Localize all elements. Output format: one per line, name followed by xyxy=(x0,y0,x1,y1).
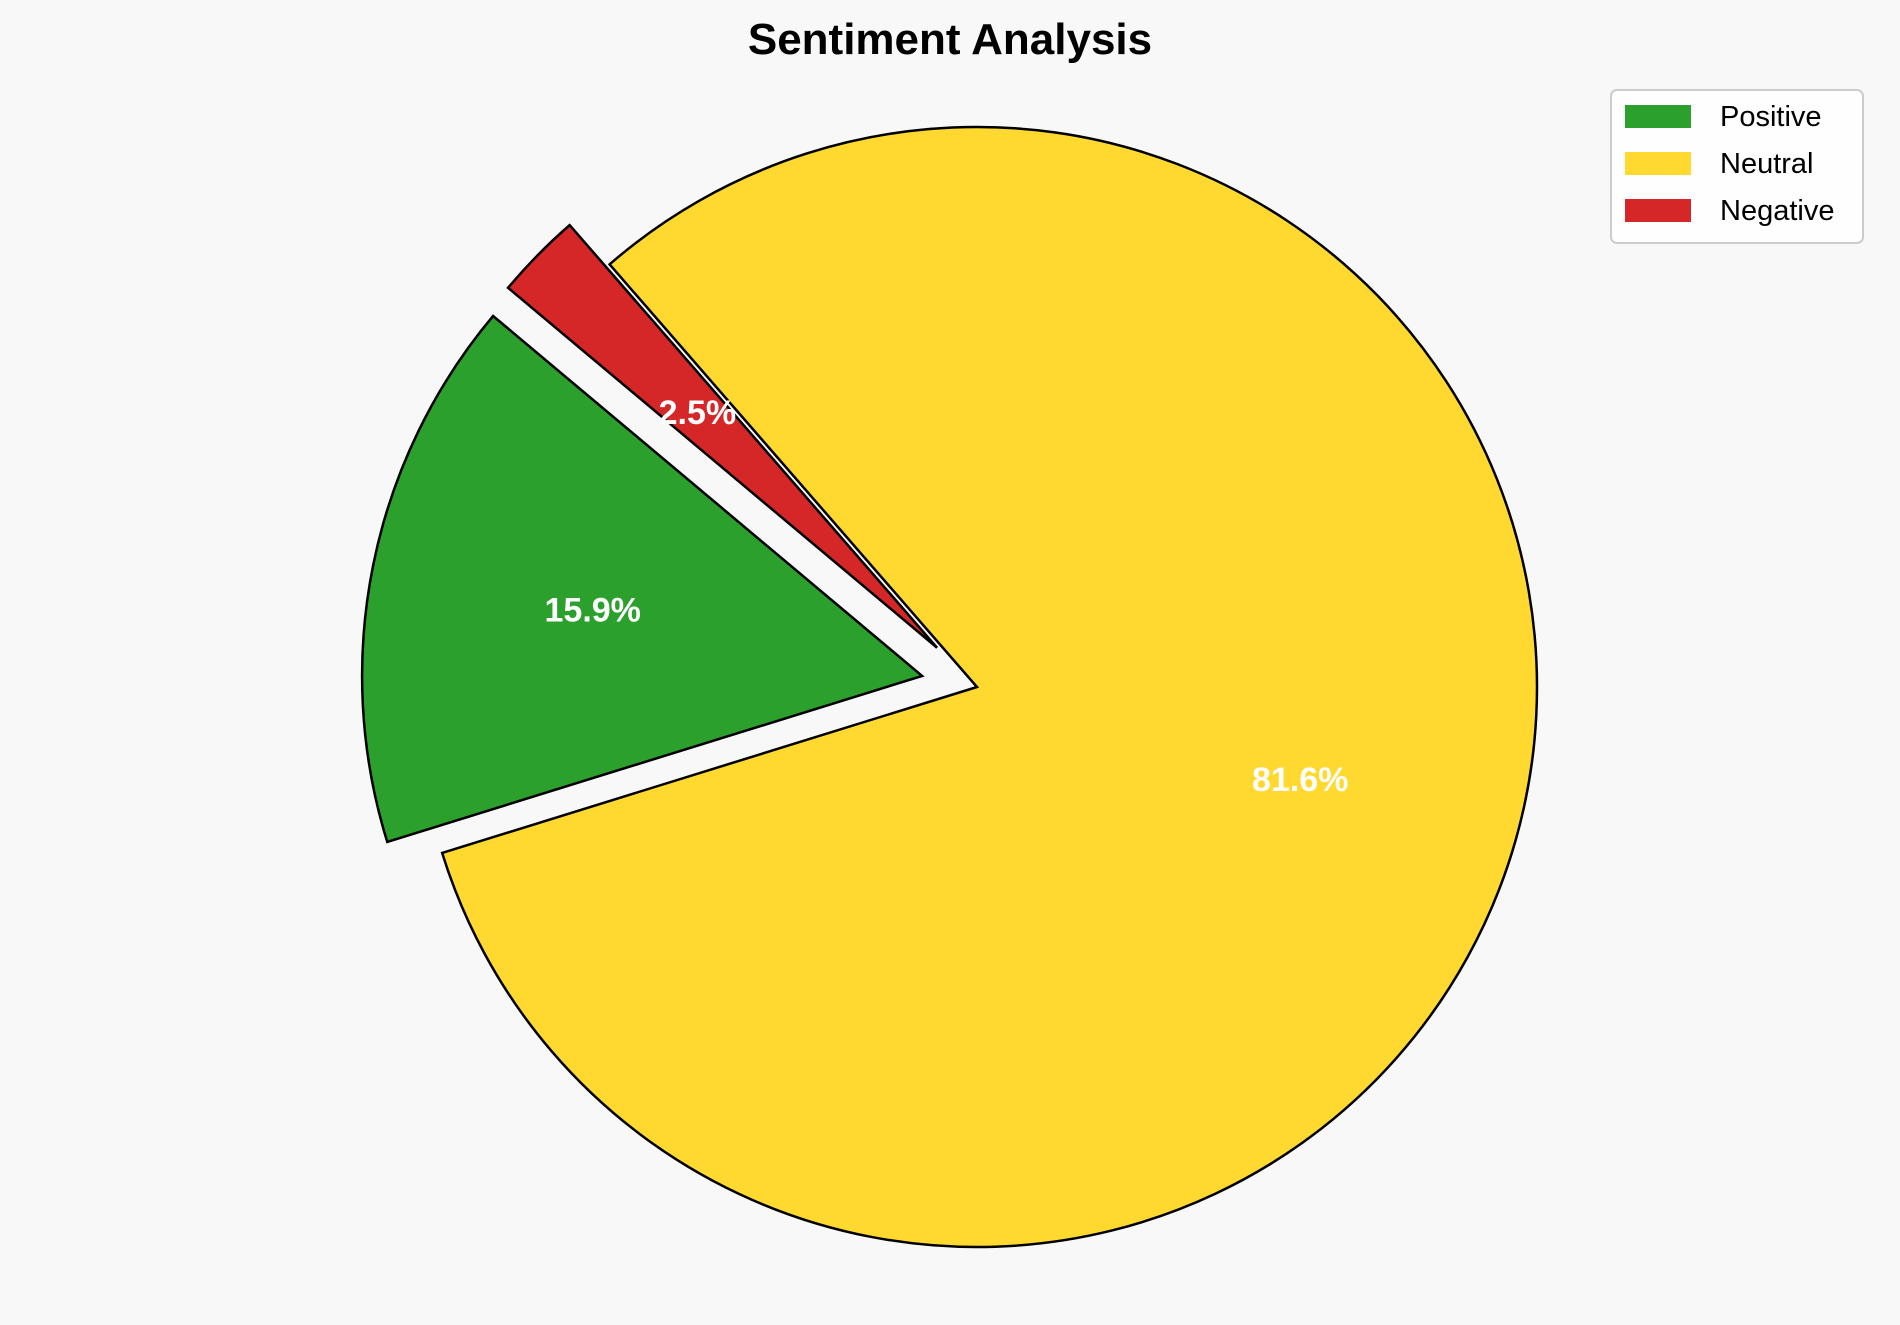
legend-label-negative: Negative xyxy=(1720,195,1834,227)
legend-label-neutral: Neutral xyxy=(1720,148,1814,180)
legend-swatch-positive xyxy=(1625,105,1691,128)
legend-swatch-negative xyxy=(1625,199,1691,222)
slice-label-positive: 15.9% xyxy=(545,592,641,630)
legend-swatch-neutral xyxy=(1625,152,1691,175)
legend-label-positive: Positive xyxy=(1720,101,1822,133)
slice-label-neutral: 81.6% xyxy=(1252,761,1348,799)
pie-slice-neutral xyxy=(440,125,1539,1249)
pie-slice-negative xyxy=(506,223,939,649)
pie-slice-positive xyxy=(360,314,925,844)
slice-label-negative: 2.5% xyxy=(659,394,737,432)
legend: Positive Neutral Negative xyxy=(1610,89,1864,244)
chart-title: Sentiment Analysis xyxy=(748,15,1152,64)
